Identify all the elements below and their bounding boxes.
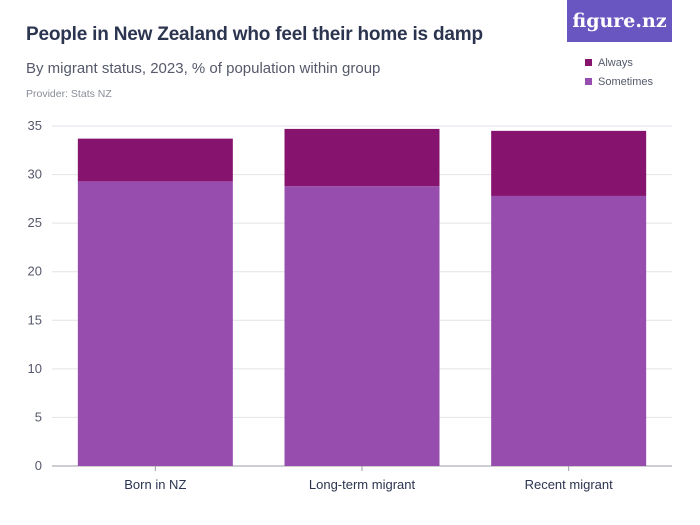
x-tick-label-2: Long-term migrant bbox=[309, 477, 416, 492]
chart-legend: Always Sometimes bbox=[585, 53, 653, 91]
x-tick-label-1: Born in NZ bbox=[124, 477, 186, 492]
x-tick-label-3: Recent migrant bbox=[525, 477, 614, 492]
bar-always-3 bbox=[491, 130, 647, 196]
legend-item-always: Always bbox=[585, 53, 653, 72]
y-tick-label-15: 15 bbox=[28, 312, 42, 327]
provider-note: Provider: Stats NZ bbox=[26, 88, 112, 100]
legend-item-sometimes: Sometimes bbox=[585, 72, 653, 91]
chart-subtitle: By migrant status, 2023, % of population… bbox=[26, 60, 381, 77]
bar-always-1 bbox=[77, 138, 233, 182]
legend-label-sometimes: Sometimes bbox=[598, 75, 654, 88]
y-tick-label-5: 5 bbox=[35, 409, 42, 424]
y-tick-label-20: 20 bbox=[28, 264, 42, 279]
bar-always-2 bbox=[284, 128, 440, 187]
y-tick-label-25: 25 bbox=[28, 215, 42, 230]
bar-sometimes-3 bbox=[491, 195, 647, 466]
y-tick-label-30: 30 bbox=[28, 167, 42, 182]
bar-sometimes-1 bbox=[77, 181, 233, 466]
y-tick-label-0: 0 bbox=[35, 458, 42, 473]
bar-sometimes-2 bbox=[284, 186, 440, 466]
y-tick-label-35: 35 bbox=[28, 118, 42, 133]
legend-swatch-always bbox=[585, 59, 592, 66]
chart-title: People in New Zealand who feel their hom… bbox=[26, 24, 483, 45]
legend-swatch-sometimes bbox=[585, 78, 592, 85]
figure-nz-logo[interactable]: figure.nz bbox=[567, 0, 672, 42]
y-tick-label-10: 10 bbox=[28, 361, 42, 376]
legend-label-always: Always bbox=[598, 56, 633, 69]
